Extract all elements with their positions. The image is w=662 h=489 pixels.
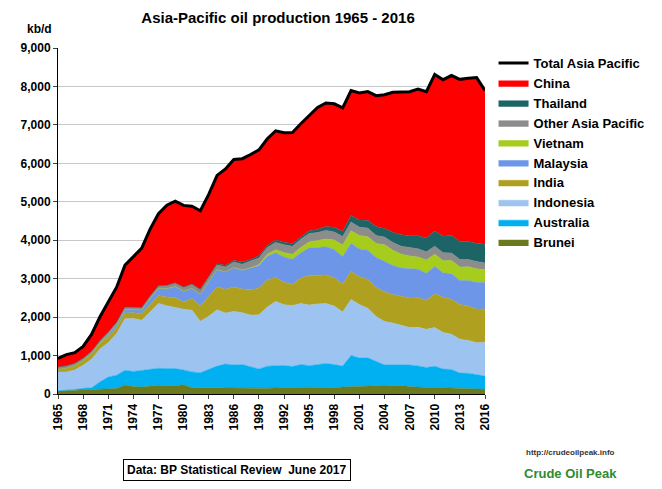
svg-text:India: India <box>534 175 565 190</box>
svg-text:1980: 1980 <box>176 403 190 430</box>
svg-text:8,000: 8,000 <box>21 80 51 94</box>
svg-text:1998: 1998 <box>327 403 341 430</box>
svg-text:1995: 1995 <box>302 403 316 430</box>
svg-text:1965: 1965 <box>51 403 65 430</box>
svg-text:Brunei: Brunei <box>534 235 575 250</box>
svg-text:Asia-Pacific oil production 19: Asia-Pacific oil production 1965 - 2016 <box>141 9 414 26</box>
svg-text:2016: 2016 <box>478 403 492 430</box>
svg-text:Crude Oil Peak: Crude Oil Peak <box>524 466 617 481</box>
svg-text:2004: 2004 <box>377 403 391 430</box>
svg-text:http://crudeoilpeak.info: http://crudeoilpeak.info <box>526 448 615 457</box>
svg-text:Indonesia: Indonesia <box>534 195 595 210</box>
svg-text:1977: 1977 <box>151 403 165 430</box>
svg-text:Australia: Australia <box>534 215 590 230</box>
svg-text:1992: 1992 <box>277 403 291 430</box>
svg-text:1986: 1986 <box>227 403 241 430</box>
svg-text:1,000: 1,000 <box>21 349 51 363</box>
svg-text:1983: 1983 <box>202 403 216 430</box>
svg-text:2,000: 2,000 <box>21 310 51 324</box>
svg-text:2013: 2013 <box>453 403 467 430</box>
svg-text:6,000: 6,000 <box>21 157 51 171</box>
svg-text:4,000: 4,000 <box>21 233 51 247</box>
svg-text:Thailand: Thailand <box>534 96 588 111</box>
svg-text:3,000: 3,000 <box>21 272 51 286</box>
svg-text:9,000: 9,000 <box>21 41 51 55</box>
svg-text:2007: 2007 <box>403 403 417 430</box>
svg-text:Vietnam: Vietnam <box>534 136 584 151</box>
svg-text:1974: 1974 <box>126 403 140 430</box>
svg-text:2001: 2001 <box>352 403 366 430</box>
svg-text:1971: 1971 <box>101 403 115 430</box>
svg-text:1989: 1989 <box>252 403 266 430</box>
svg-text:1968: 1968 <box>76 403 90 430</box>
svg-text:Other Asia Pacific: Other Asia Pacific <box>534 116 645 131</box>
svg-text:0: 0 <box>44 387 51 401</box>
svg-text:China: China <box>534 76 571 91</box>
svg-text:kb/d: kb/d <box>27 22 52 36</box>
svg-text:5,000: 5,000 <box>21 195 51 209</box>
svg-text:Total Asia Pacific: Total Asia Pacific <box>534 56 640 71</box>
svg-text:Malaysia: Malaysia <box>534 156 589 171</box>
svg-text:2010: 2010 <box>428 403 442 430</box>
svg-text:Data: BP Statistical Review J: Data: BP Statistical Review June 2017 <box>127 463 347 477</box>
svg-text:7,000: 7,000 <box>21 118 51 132</box>
